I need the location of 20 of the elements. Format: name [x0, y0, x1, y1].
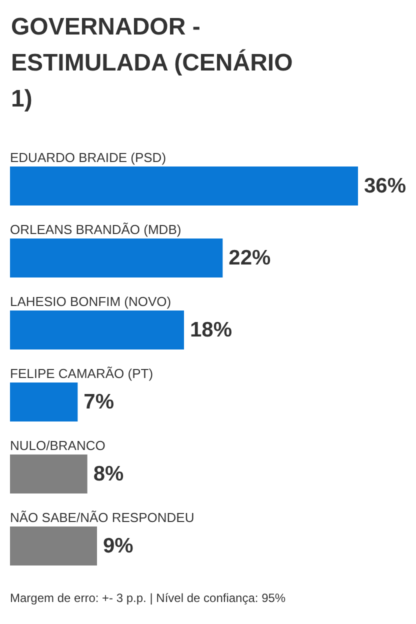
chart-title: GOVERNADOR - ESTIMULADA (CENÁRIO 1)	[11, 14, 300, 112]
y-tick-label: LAHESIO BONFIM (NOVO)	[10, 294, 172, 309]
y-tick-label: NULO/BRANCO	[10, 438, 106, 453]
y-tick-label: ORLEANS BRANDÃO (MDB)	[10, 222, 182, 237]
y-tick-label: NÃO SABE/NÃO RESPONDEU	[10, 510, 194, 525]
y-tick-label: EDUARDO BRAIDE (PSD)	[10, 150, 166, 165]
y-tick-label: FELIPE CAMARÃO (PT)	[10, 366, 154, 381]
text: Margem de erro: +- 3 p.p. | Nível de confiança: 95%	[10, 591, 286, 605]
bar	[10, 382, 78, 422]
data-label: 7%	[84, 390, 114, 414]
bar	[10, 310, 184, 350]
data-label: 36%	[364, 174, 406, 198]
data-label: 18%	[190, 318, 232, 342]
bar	[10, 526, 97, 566]
bar	[10, 238, 223, 278]
data-label: 22%	[228, 246, 272, 270]
bar	[10, 166, 358, 206]
data-label: 8%	[93, 462, 124, 486]
bar	[10, 454, 88, 494]
data-label: 9%	[103, 534, 134, 558]
